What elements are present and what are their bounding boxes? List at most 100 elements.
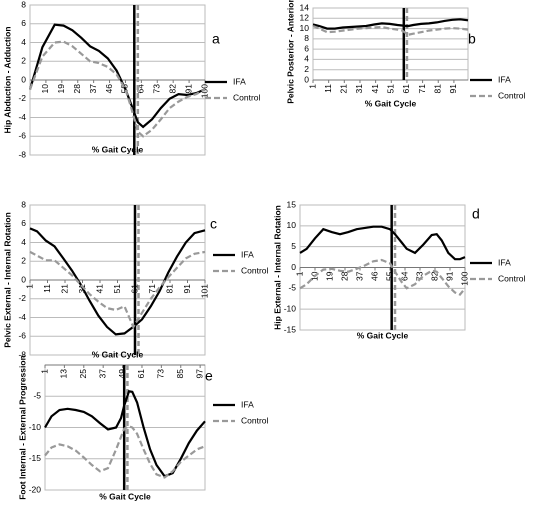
x-tick-label: 46 [104, 84, 114, 94]
y-tick-label: 0 [21, 74, 26, 84]
series-line [28, 40, 206, 138]
x-tick-label: 51 [386, 84, 396, 94]
series-line [312, 18, 469, 30]
series-line [299, 225, 466, 261]
series-line [28, 23, 206, 129]
legend-label: IFA [498, 74, 511, 84]
legend-label: IFA [241, 399, 254, 409]
y-tick-label: -15 [284, 324, 297, 334]
y-tick-label: 2 [304, 64, 309, 74]
x-tick-label: 46 [369, 271, 379, 281]
y-tick-label: -10 [284, 303, 297, 313]
y-axis-title: Hip Abduction - Adduction [2, 26, 12, 133]
y-tick-label: -15 [29, 453, 42, 463]
y-tick-label: -10 [29, 422, 42, 432]
y-tick-label: -8 [18, 149, 26, 159]
y-tick-label: 2 [21, 256, 26, 266]
x-tick-label: 71 [417, 84, 427, 94]
series-line [312, 24, 469, 36]
y-axis-title: Pelvic Posterior - Anterior Tilt [285, 0, 295, 104]
x-tick-label: 1 [24, 284, 34, 289]
x-tick-label: 11 [323, 84, 333, 93]
x-tick-label: 61 [401, 84, 411, 94]
y-tick-label: 10 [287, 220, 297, 230]
x-axis-title: % Gait Cycle [365, 98, 417, 108]
y-tick-label: -2 [18, 293, 26, 303]
x-axis-title: % Gait Cycle [92, 144, 144, 154]
x-tick-label: 81 [433, 84, 443, 94]
y-tick-label: -6 [18, 131, 26, 141]
legend-label: Control [233, 92, 261, 102]
y-tick-label: 4 [21, 37, 26, 47]
x-tick-label: 73 [156, 369, 166, 379]
x-tick-label: 73 [152, 84, 162, 94]
y-tick-label: 8 [21, 199, 26, 209]
x-tick-label: 11 [42, 284, 52, 293]
x-tick-label: 21 [339, 84, 349, 94]
y-tick-label: 6 [21, 218, 26, 228]
x-tick-label: 1 [39, 369, 49, 374]
legend-label: Control [498, 273, 526, 283]
x-tick-label: 81 [164, 284, 174, 294]
x-tick-label: 37 [354, 271, 364, 281]
x-tick-label: 55 [384, 271, 394, 281]
x-tick-label: 61 [136, 369, 146, 379]
plot-frame [312, 7, 469, 81]
y-axis-title: Foot Internal - External Progression [17, 355, 27, 500]
y-tick-label: 15 [287, 199, 297, 209]
legend-label: Control [241, 265, 269, 275]
x-tick-label: 73 [414, 271, 424, 281]
y-tick-label: 4 [304, 54, 309, 64]
x-tick-label: 82 [167, 84, 177, 94]
x-tick-label: 97 [194, 369, 204, 379]
y-axis-title: Hip External - Internal Rotation [272, 205, 282, 330]
y-tick-label: -5 [288, 283, 296, 293]
y-tick-label: 0 [21, 274, 26, 284]
y-tick-label: -4 [18, 112, 26, 122]
legend-label: IFA [498, 257, 511, 267]
y-tick-label: 5 [291, 241, 296, 251]
x-tick-label: 31 [354, 84, 364, 94]
y-tick-label: 6 [21, 18, 26, 28]
x-tick-label: 51 [112, 284, 122, 294]
y-tick-label: 0 [304, 74, 309, 84]
x-tick-label: 64 [136, 84, 146, 94]
x-tick-label: 101 [199, 284, 209, 298]
y-tick-label: -20 [29, 484, 42, 494]
x-tick-label: 91 [448, 84, 458, 94]
series-line [299, 258, 466, 296]
y-tick-label: 14 [300, 2, 310, 12]
legend-label: Control [498, 90, 526, 100]
x-axis-title: % Gait Cycle [92, 349, 144, 359]
y-tick-label: -8 [18, 349, 26, 359]
x-tick-label: 28 [339, 271, 349, 281]
panel-label: b [468, 31, 476, 47]
y-axis-title: Pelvic External - Internal Rotation [2, 212, 12, 348]
x-tick-label: 91 [182, 284, 192, 294]
series-line [44, 425, 206, 479]
x-tick-label: 41 [370, 84, 380, 94]
y-tick-label: 2 [21, 56, 26, 66]
series-line [29, 227, 206, 336]
x-tick-label: 19 [56, 84, 66, 94]
x-tick-label: 28 [72, 84, 82, 94]
y-tick-label: -6 [18, 331, 26, 341]
y-tick-label: 0 [291, 262, 296, 272]
x-tick-label: 10 [40, 84, 50, 94]
y-tick-label: 12 [300, 13, 310, 23]
panel-label: d [472, 206, 480, 222]
x-tick-label: 37 [88, 84, 98, 94]
y-tick-label: 8 [304, 33, 309, 43]
x-tick-label: 91 [444, 271, 454, 281]
x-tick-label: 25 [78, 369, 88, 379]
x-tick-label: 37 [97, 369, 107, 379]
legend-label: IFA [233, 76, 246, 86]
y-tick-label: 6 [304, 43, 309, 53]
x-tick-label: 85 [175, 369, 185, 379]
x-tick-label: 64 [399, 271, 409, 281]
x-axis-title: % Gait Cycle [357, 330, 409, 340]
x-tick-label: 82 [429, 271, 439, 281]
y-tick-label: 10 [300, 23, 310, 33]
x-tick-label: 71 [147, 284, 157, 294]
